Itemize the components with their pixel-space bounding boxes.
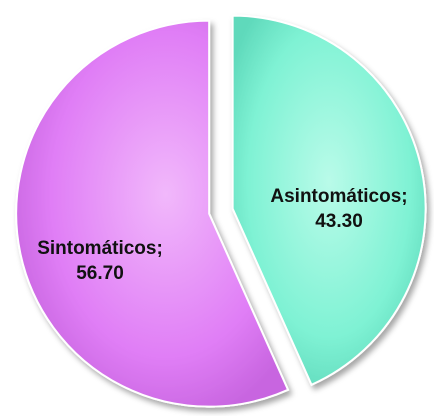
slice-category-sintomaticos: Sintomáticos; xyxy=(37,238,163,259)
slice-value-asintomaticos: 43.30 xyxy=(315,211,363,232)
slice-label-asintomaticos: Asintomáticos; 43.30 xyxy=(258,184,420,234)
slice-label-sintomaticos: Sintomáticos; 56.70 xyxy=(14,236,186,286)
slice-category-asintomaticos: Asintomáticos; xyxy=(270,186,408,207)
pie-slice-asintomaticos xyxy=(231,14,427,387)
pie-slice-sintomaticos xyxy=(15,19,290,408)
slice-value-sintomaticos: 56.70 xyxy=(76,263,124,284)
